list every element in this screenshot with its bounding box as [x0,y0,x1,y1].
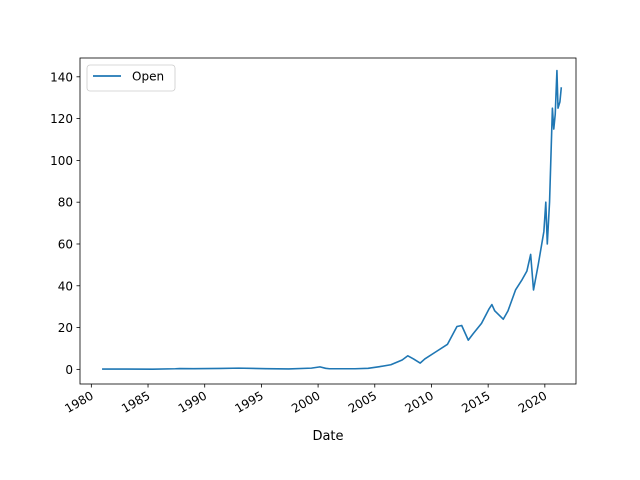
y-tick-label: 20 [58,321,73,335]
y-tick-label: 120 [50,112,73,126]
y-tick-label: 60 [58,237,73,251]
plot-frame [79,57,577,385]
legend-label-open: Open [132,70,164,84]
y-tick-label: 100 [50,154,73,168]
x-axis-label: Date [312,429,343,444]
series-layer [102,69,563,370]
y-tick-label: 140 [50,70,73,84]
y-tick-label: 40 [58,279,73,293]
legend: Open [86,64,176,92]
y-axis: 0 20 40 60 80 100 120 140 [50,70,80,377]
legend-box [86,64,176,92]
y-tick-label: 80 [58,196,73,210]
series-line-open [102,69,563,370]
y-tick-label: 0 [65,363,73,377]
